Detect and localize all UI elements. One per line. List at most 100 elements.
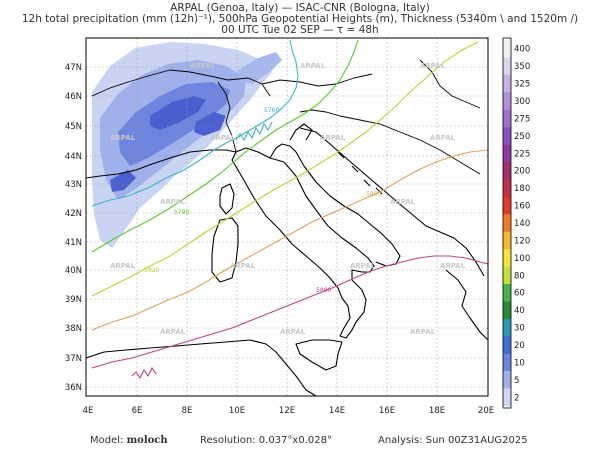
colorbar-label: 225 — [514, 149, 530, 159]
contour-south-wiggle — [131, 366, 157, 380]
border-east — [419, 59, 481, 109]
colorbar-label: 2 — [514, 393, 519, 403]
analysis-info: Analysis: Sun 00Z31AUG2025 — [378, 435, 528, 446]
colorbar-swatch — [503, 249, 511, 267]
colorbar-swatch — [503, 127, 511, 145]
watermark: ARPAL — [410, 328, 436, 336]
colorbar-label: 40 — [514, 306, 525, 316]
colorbar-label: 20 — [514, 341, 525, 351]
colorbar-swatch — [503, 144, 511, 163]
lon-label: 4E — [83, 406, 94, 416]
contour-label-5850: 5850 — [366, 191, 381, 198]
watermark: ARPAL — [210, 134, 236, 142]
border-france-italy — [217, 81, 237, 153]
colorbar-label: 160 — [514, 202, 530, 212]
lon-label: 18E — [429, 406, 445, 416]
colorbar-label: 10 — [514, 358, 525, 368]
border-austria — [261, 73, 373, 87]
model-label: Model: — [90, 435, 124, 446]
colorbar-label: 100 — [514, 254, 530, 264]
geopotential-contours — [91, 39, 488, 380]
colorbar-swatch — [503, 336, 511, 355]
colorbar-label: 180 — [514, 184, 530, 194]
colorbar-label: 275 — [514, 114, 530, 124]
lon-label: 6E — [132, 406, 143, 416]
watermark: ARPAL — [230, 262, 256, 270]
colorbar-swatch — [503, 179, 511, 198]
colorbar-swatch — [503, 301, 511, 320]
lon-label: 12E — [279, 406, 295, 416]
precipitation-field — [92, 42, 282, 248]
watermark: ARPAL — [110, 262, 136, 270]
lat-label: 37N — [65, 354, 82, 364]
contour-alpine-wiggle — [235, 121, 273, 142]
contour-label-5790: 5790 — [174, 209, 189, 216]
colorbar-swatch — [503, 196, 511, 215]
contour-label-5760: 5760 — [264, 107, 279, 114]
latlon-grid — [86, 38, 488, 396]
border-north — [91, 69, 171, 97]
coastline-istria — [289, 123, 313, 141]
watermark: ARPAL — [160, 198, 186, 206]
border-balkans-inland — [339, 115, 481, 175]
colorbar-swatch — [503, 371, 511, 389]
watermark: ARPAL — [420, 62, 446, 70]
colorbar: 400 350 325 300 275 250 225 200 180 160 140 120 100 8… — [502, 37, 530, 409]
contour-5880 — [91, 255, 488, 369]
contour-label-5820: 5820 — [144, 267, 159, 274]
colorbar-swatch — [503, 353, 511, 372]
lat-label: 36N — [65, 383, 82, 393]
colorbar-label: 300 — [514, 97, 530, 107]
coastline-france-south — [86, 149, 237, 179]
watermark: ARPAL — [390, 198, 416, 206]
header-line-1: ARPAL (Genoa, Italy) — ISAC-CNR (Bologna… — [170, 2, 430, 14]
colorbar-label: 200 — [514, 167, 530, 177]
lat-label: 38N — [65, 324, 82, 334]
colorbar-swatch — [503, 231, 511, 250]
lat-label: 44N — [65, 152, 82, 162]
colorbar-swatch — [503, 92, 511, 111]
watermark: ARPAL — [190, 62, 216, 70]
contour-5760 — [91, 39, 299, 207]
watermark: ARPAL — [430, 134, 456, 142]
colorbar-label: 120 — [514, 236, 530, 246]
colorbar-label: 5 — [514, 376, 519, 386]
header-line-2: 12h total precipitation (mm (12h)⁻¹), 50… — [21, 13, 579, 25]
model-name: moloch — [126, 435, 168, 446]
colorbar-label: 60 — [514, 289, 525, 299]
lon-label: 10E — [229, 406, 245, 416]
watermark: ARPAL — [110, 134, 136, 142]
longitude-labels: 4E 6E 8E 10E 12E 14E 16E 18E 20E — [83, 406, 494, 416]
contour-labels: 5760 5790 5820 5850 5880 — [144, 107, 381, 294]
colorbar-swatch — [503, 214, 511, 233]
watermark: ARPAL — [300, 62, 326, 70]
colorbar-label: 325 — [514, 80, 530, 90]
coastline-sicily — [295, 339, 343, 371]
lat-label: 41N — [65, 238, 82, 248]
precip-core-2 — [194, 112, 226, 136]
colorbar-swatch — [503, 109, 511, 128]
borders — [91, 59, 481, 175]
colorbar-label: 140 — [514, 219, 530, 229]
lon-label: 20E — [478, 406, 494, 416]
colorbar-swatch — [503, 266, 511, 285]
colorbar-label: 30 — [514, 324, 525, 334]
coastline-balkans — [299, 127, 485, 277]
colorbar-swatch — [503, 284, 511, 302]
colorbar-swatch — [503, 388, 511, 407]
coastline-north-africa — [86, 339, 317, 396]
watermark: ARPAL — [320, 134, 346, 142]
watermarks: ARPAL ARPAL ARPAL ARPAL ARPAL ARPAL ARPA… — [110, 62, 466, 336]
coastline-greece — [445, 269, 488, 341]
lon-label: 14E — [329, 406, 345, 416]
lat-label: 46N — [65, 92, 82, 102]
lon-label: 16E — [379, 406, 395, 416]
contour-5850 — [91, 149, 488, 331]
latitude-labels: 47N 46N 45N 44N 43N 42N 41N 40N 39N 38N … — [65, 63, 82, 393]
model-info: Model: moloch — [90, 435, 168, 446]
lat-label: 47N — [65, 63, 82, 73]
colorbar-label: 250 — [514, 132, 530, 142]
contour-5790 — [91, 39, 359, 253]
colorbar-label: 400 — [514, 45, 530, 55]
